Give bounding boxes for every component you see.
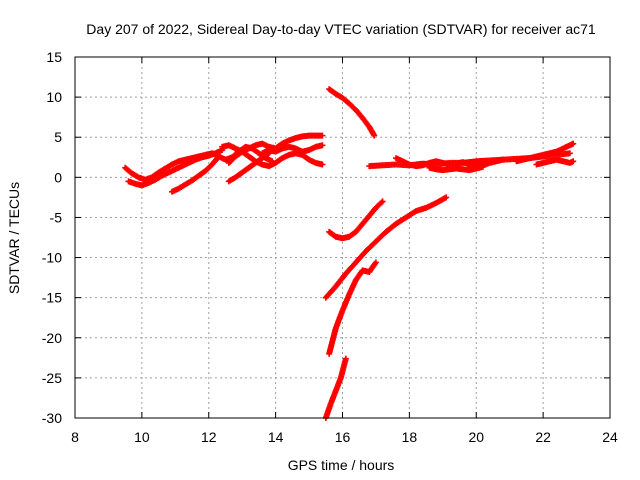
- series-arc-7: [259, 142, 326, 157]
- series-arc-12: [513, 140, 577, 165]
- x-tick-label: 14: [268, 429, 284, 445]
- y-tick-label: -20: [42, 330, 62, 346]
- y-tick-label: 5: [54, 129, 62, 145]
- series-arc-3: [168, 153, 222, 195]
- x-axis-title: GPS time / hours: [288, 457, 395, 473]
- y-tick-label: 15: [46, 49, 62, 65]
- data-point: [378, 199, 385, 206]
- series-arc-14: [326, 198, 386, 242]
- y-axis-title: SDTVAR / TECUs: [6, 182, 22, 294]
- series-arc-4: [219, 132, 326, 155]
- y-tick-label: -30: [42, 410, 62, 426]
- series-arc-17: [322, 355, 349, 421]
- data-point: [215, 153, 222, 160]
- series-arc-13: [533, 156, 577, 168]
- y-tick-label: -15: [42, 290, 62, 306]
- data-point: [372, 259, 379, 266]
- data-point: [342, 355, 349, 362]
- y-tick-label: -5: [50, 209, 63, 225]
- y-tick-label: -10: [42, 250, 62, 266]
- data-point: [500, 156, 506, 163]
- data-point: [319, 142, 326, 149]
- data-point: [566, 150, 573, 157]
- x-tick-label: 20: [468, 429, 484, 445]
- data-point: [319, 132, 326, 139]
- data-point: [319, 161, 326, 168]
- y-tick-label: 10: [46, 89, 62, 105]
- y-tick-label: -25: [42, 370, 62, 386]
- data-point: [214, 154, 221, 161]
- x-axis: 8 10 12 14 16 18 20 22 24: [71, 57, 618, 445]
- y-tick-label: 0: [54, 169, 62, 185]
- x-tick-label: 22: [535, 429, 551, 445]
- series-arc-11: [426, 163, 486, 174]
- series-arc-10: [393, 155, 506, 170]
- data-point: [570, 140, 577, 147]
- x-tick-label: 10: [134, 429, 150, 445]
- data-point: [379, 198, 386, 205]
- series-arc-16: [326, 259, 379, 357]
- series-arc-8: [326, 86, 378, 139]
- data-point: [479, 163, 486, 170]
- series-arc-2: [125, 147, 226, 189]
- x-tick-label: 18: [402, 429, 418, 445]
- x-tick-label: 8: [71, 429, 79, 445]
- x-tick-label: 16: [335, 429, 351, 445]
- x-tick-label: 12: [201, 429, 217, 445]
- grid: [75, 57, 610, 418]
- data-point: [443, 194, 450, 201]
- data-point: [371, 132, 378, 139]
- chart-title: Day 207 of 2022, Sidereal Day-to-day VTE…: [86, 21, 596, 37]
- series-arc-15: [322, 194, 450, 301]
- y-axis: 15 10 5 0 -5 -10 -15 -20 -25 -30: [42, 49, 610, 426]
- data-point: [570, 158, 577, 165]
- data-points: [122, 86, 577, 421]
- x-tick-label: 24: [602, 429, 618, 445]
